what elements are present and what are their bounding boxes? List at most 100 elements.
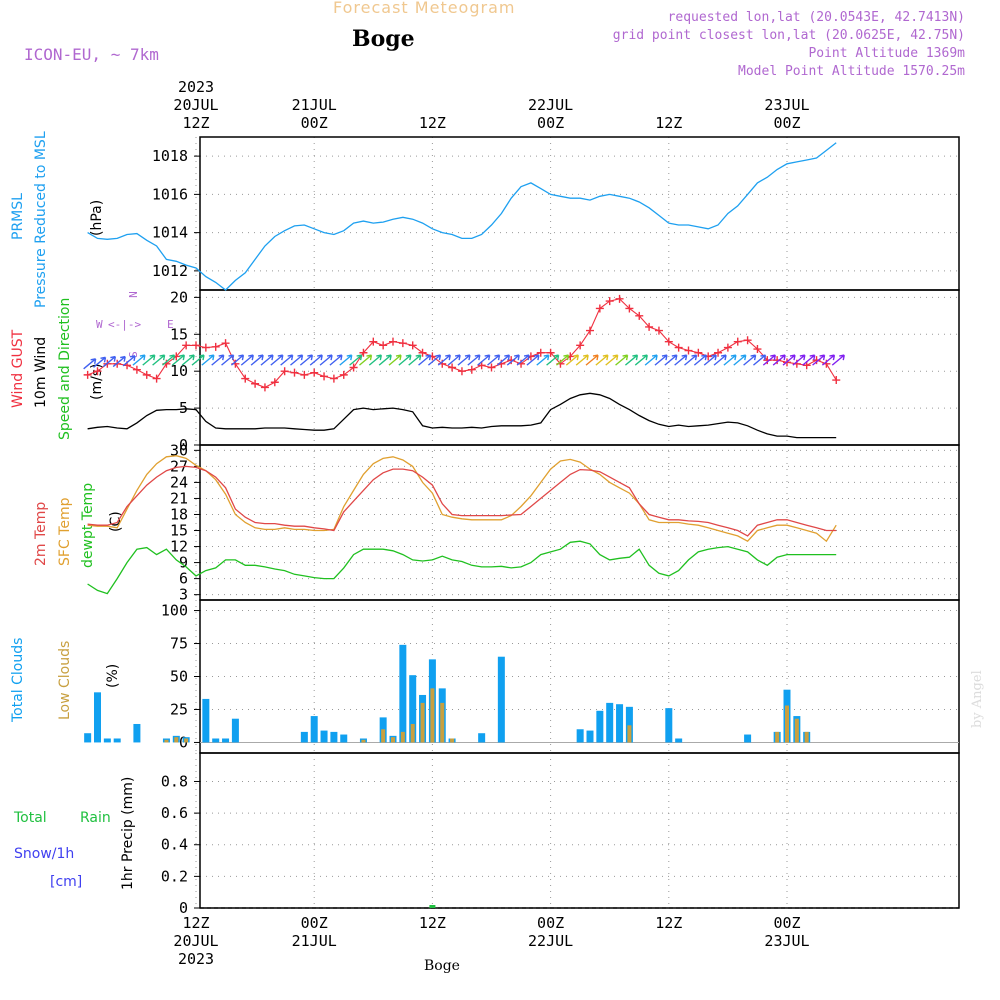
total-cloud-bar [399, 644, 407, 743]
low-cloud-bar [440, 702, 445, 743]
bot-time-line: 23JUL [764, 932, 810, 950]
wind-arrow [654, 354, 668, 366]
gust-marker [389, 337, 397, 346]
gust-marker [645, 322, 654, 331]
total-cloud-bar [202, 698, 210, 743]
wind-arrow [733, 354, 747, 366]
bot-time-line: 20JUL [173, 932, 219, 950]
total-cloud-bar [330, 731, 338, 743]
gust-marker [467, 365, 476, 374]
sfc-temp-line [87, 455, 837, 543]
point-altitude: Point Altitude 1369m [808, 46, 965, 61]
temp-tick-label: 3 [179, 586, 188, 604]
compass-w: W [96, 318, 103, 331]
temp-tick-label: 24 [170, 473, 188, 491]
bot-time-line: 12Z [655, 914, 683, 932]
bot-time-label: 00Z 22JUL [511, 914, 591, 950]
gust-marker [595, 304, 604, 313]
temp-tick-label: 15 [170, 522, 188, 540]
wind-arrow [575, 354, 589, 366]
gust-marker [142, 370, 151, 379]
wind-arrow [812, 354, 826, 366]
wind-arrow [211, 354, 225, 366]
bot-time-label: 00Z 23JUL [747, 914, 827, 950]
pressure-tick-label: 1014 [152, 224, 188, 242]
top-time-line: 22JUL [528, 96, 574, 114]
wind-arrow [447, 354, 461, 366]
wind-arrow [93, 356, 107, 368]
temp-tick-label: 9 [179, 554, 188, 572]
gust-marker [487, 363, 496, 372]
rain-mark [429, 905, 436, 908]
gust-marker [310, 368, 319, 377]
wind-speed-line [87, 392, 837, 439]
gust-marker [408, 341, 417, 350]
temp-tick-label: 6 [179, 570, 188, 588]
wind-arrow [595, 354, 609, 366]
wind-arrow [152, 354, 166, 366]
wind-arrow [309, 354, 323, 366]
gust-marker [694, 348, 703, 357]
gust-marker [832, 376, 841, 385]
gust-marker [448, 363, 457, 372]
low-cloud-bar [450, 738, 455, 743]
pressure-panel-frame [199, 136, 960, 291]
bot-time-line: 00Z [773, 914, 801, 932]
low-cloud-bar [627, 725, 632, 743]
total-cloud-bar [212, 738, 220, 743]
total-cloud-bar [113, 738, 121, 743]
gust-marker [241, 374, 250, 383]
total-cloud-bar [409, 675, 417, 743]
temp-panel-frame [199, 444, 960, 601]
top-time-line: 21JUL [291, 96, 337, 114]
wind-arrow [457, 354, 471, 366]
compass-arrow: <-|-> [108, 318, 142, 331]
total-cloud-bar [222, 738, 230, 743]
bot-time-label: 12Z [392, 914, 472, 932]
wind-arrow [280, 354, 294, 366]
dewpt-line [87, 540, 837, 595]
low-cloud-bar [775, 731, 780, 743]
temp-tick-label: 21 [170, 489, 188, 507]
bot-time-line: 00Z [300, 914, 328, 932]
gust-marker [379, 341, 388, 350]
wind-arrow [408, 354, 422, 366]
top-time-line: 12Z [182, 114, 210, 132]
wind-arrow [565, 354, 579, 366]
wind-arrow [132, 354, 146, 366]
wind-arrow [359, 354, 373, 366]
precip-panel-frame [199, 752, 960, 909]
precip-snow-label: Snow/1h [14, 846, 75, 862]
wind-arrow [329, 354, 343, 366]
wind-arrow [556, 354, 570, 366]
top-time-line: 23JUL [764, 96, 810, 114]
model-label: ICON-EU, ~ 7km [24, 45, 159, 64]
wind-arrow [181, 354, 195, 366]
gust-marker [152, 374, 161, 383]
gust-marker [369, 337, 378, 346]
bot-time-label: 12Z [629, 914, 709, 932]
gust-marker [546, 348, 555, 357]
gust-marker [251, 379, 260, 388]
total-cloud-bar [596, 710, 604, 743]
grid-point-coords: grid point closest lon,lat (20.0625E, 42… [612, 28, 965, 43]
gust-marker [743, 336, 752, 345]
precip-total-label: Total [14, 810, 47, 826]
wind-arrow [171, 354, 185, 366]
total-cloud-bar [606, 702, 614, 743]
total-cloud-bar [478, 733, 486, 743]
wind-arrow [605, 354, 619, 366]
temp-2m-line [87, 465, 837, 537]
wind-arrow [674, 354, 688, 366]
gust-marker [339, 370, 348, 379]
wind-arrow [743, 354, 757, 366]
wind-arrow [388, 354, 402, 366]
wind-arrow [378, 354, 392, 366]
bot-time-line: 12Z [418, 914, 446, 932]
total-cloud-bar [497, 656, 505, 743]
requested-coords: requested lon,lat (20.0543E, 42.7413N) [667, 10, 965, 25]
wind-arrow [615, 354, 629, 366]
bot-time-label: 12Z 20JUL 2023 [156, 914, 236, 968]
total-cloud-bar [744, 734, 752, 743]
wind-arrow [772, 354, 786, 366]
